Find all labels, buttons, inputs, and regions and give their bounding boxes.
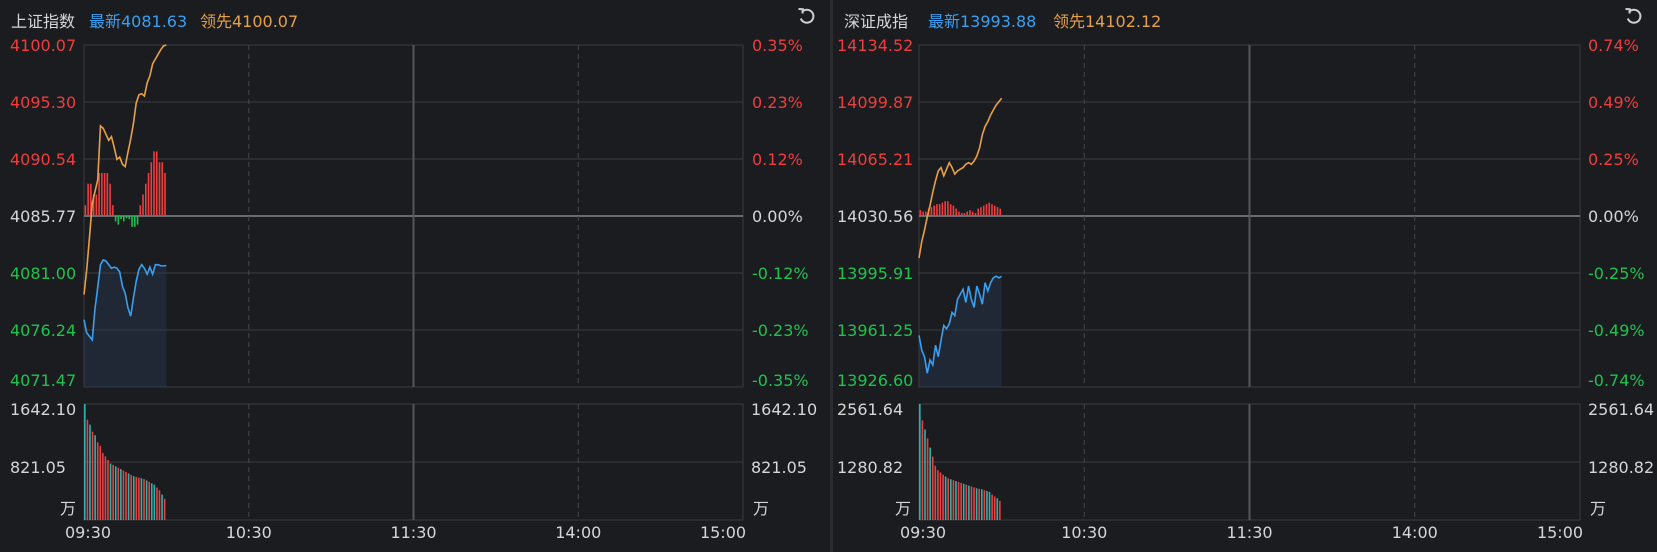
pct-tick-label: -0.35% <box>752 371 809 390</box>
time-tick-label: 10:30 <box>1061 523 1107 542</box>
price-tick-label: 4095.30 <box>10 93 76 112</box>
pct-tick-label: 0.00% <box>752 207 803 226</box>
volume-tick-label: 1642.10 <box>10 400 76 419</box>
time-tick-label: 15:00 <box>700 523 746 542</box>
index-name[interactable]: 深证成指 <box>844 12 909 31</box>
latest-series-line <box>918 275 1002 374</box>
volume-tick-label: 821.05 <box>10 458 66 477</box>
panel-header: 深证成指 最新13993.88 领先14102.12 <box>833 0 1657 36</box>
time-tick-label: 09:30 <box>65 523 111 542</box>
pct-tick-label: 0.12% <box>752 150 803 169</box>
volume-unit-label: 万 <box>1590 499 1606 518</box>
latest-value: 最新13993.88 <box>928 12 1037 31</box>
pct-tick-label: -0.74% <box>1588 371 1645 390</box>
panel-divider <box>830 0 833 552</box>
price-tick-label: 14099.87 <box>837 93 913 112</box>
time-tick-label: 11:30 <box>390 523 436 542</box>
reset-icon[interactable] <box>1623 6 1645 28</box>
leader-series-line <box>918 97 1003 259</box>
leader-value: 领先14102.12 <box>1053 12 1162 31</box>
price-tick-label: 4071.47 <box>10 371 76 390</box>
price-tick-label: 4081.00 <box>10 264 76 283</box>
price-tick-label: 4085.77 <box>10 207 76 226</box>
price-tick-label: 4100.07 <box>10 36 76 55</box>
time-tick-label: 11:30 <box>1226 523 1272 542</box>
latest-value: 最新4081.63 <box>89 12 188 31</box>
pct-tick-label: -0.23% <box>752 321 809 340</box>
volume-tick-label: 1280.82 <box>1588 458 1654 477</box>
price-tick-label: 13961.25 <box>837 321 913 340</box>
pct-tick-label: 0.25% <box>1588 150 1639 169</box>
time-tick-label: 14:00 <box>555 523 601 542</box>
shenzhen-index-chart[interactable]: 14134.52 0.74% 14099.87 0.49% 14065.21 0.25% 1… <box>833 0 1657 552</box>
panel-header: 上证指数 最新4081.63 领先4100.07 <box>0 0 830 36</box>
pct-tick-label: 0.00% <box>1588 207 1639 226</box>
pct-tick-label: 0.23% <box>752 93 803 112</box>
volume-tick-label: 1280.82 <box>837 458 903 477</box>
time-tick-label: 15:00 <box>1537 523 1583 542</box>
latest-series-line <box>83 258 167 343</box>
pct-tick-label: -0.12% <box>752 264 809 283</box>
pct-tick-label: -0.25% <box>1588 264 1645 283</box>
index-name[interactable]: 上证指数 <box>11 12 76 31</box>
shanghai-index-chart[interactable]: 4100.07 0.35% 4095.30 0.23% 4090.54 0.12% 4085… <box>0 0 830 552</box>
volume-unit-label: 万 <box>753 499 769 518</box>
volume-unit-label: 万 <box>60 499 76 518</box>
price-tick-label: 14065.21 <box>837 150 913 169</box>
leader-value: 领先4100.07 <box>200 12 299 31</box>
latest-series-area <box>84 259 167 387</box>
price-tick-label: 14030.56 <box>837 207 913 226</box>
price-tick-label: 13995.91 <box>837 264 913 283</box>
leader-series-line <box>83 44 167 295</box>
reset-icon[interactable] <box>796 6 818 28</box>
latest-series-area <box>919 276 1002 387</box>
price-tick-label: 13926.60 <box>837 371 913 390</box>
price-tick-label: 4090.54 <box>10 150 76 169</box>
pct-tick-label: 0.35% <box>752 36 803 55</box>
volume-tick-label: 2561.64 <box>837 400 903 419</box>
pct-tick-label: -0.49% <box>1588 321 1645 340</box>
time-tick-label: 10:30 <box>226 523 272 542</box>
pct-tick-label: 0.74% <box>1588 36 1639 55</box>
price-tick-label: 4076.24 <box>10 321 76 340</box>
volume-tick-label: 821.05 <box>751 458 807 477</box>
shanghai-index-panel: 上证指数 最新4081.63 领先4100.07 4100.07 0.35% 409… <box>0 0 830 552</box>
volume-tick-label: 1642.10 <box>751 400 817 419</box>
price-tick-label: 14134.52 <box>837 36 913 55</box>
pct-tick-label: 0.49% <box>1588 93 1639 112</box>
volume-unit-label: 万 <box>895 499 911 518</box>
time-tick-label: 14:00 <box>1392 523 1438 542</box>
shenzhen-index-panel: 深证成指 最新13993.88 领先14102.12 14134.52 0.74%… <box>833 0 1657 552</box>
volume-tick-label: 2561.64 <box>1588 400 1654 419</box>
time-tick-label: 09:30 <box>900 523 946 542</box>
